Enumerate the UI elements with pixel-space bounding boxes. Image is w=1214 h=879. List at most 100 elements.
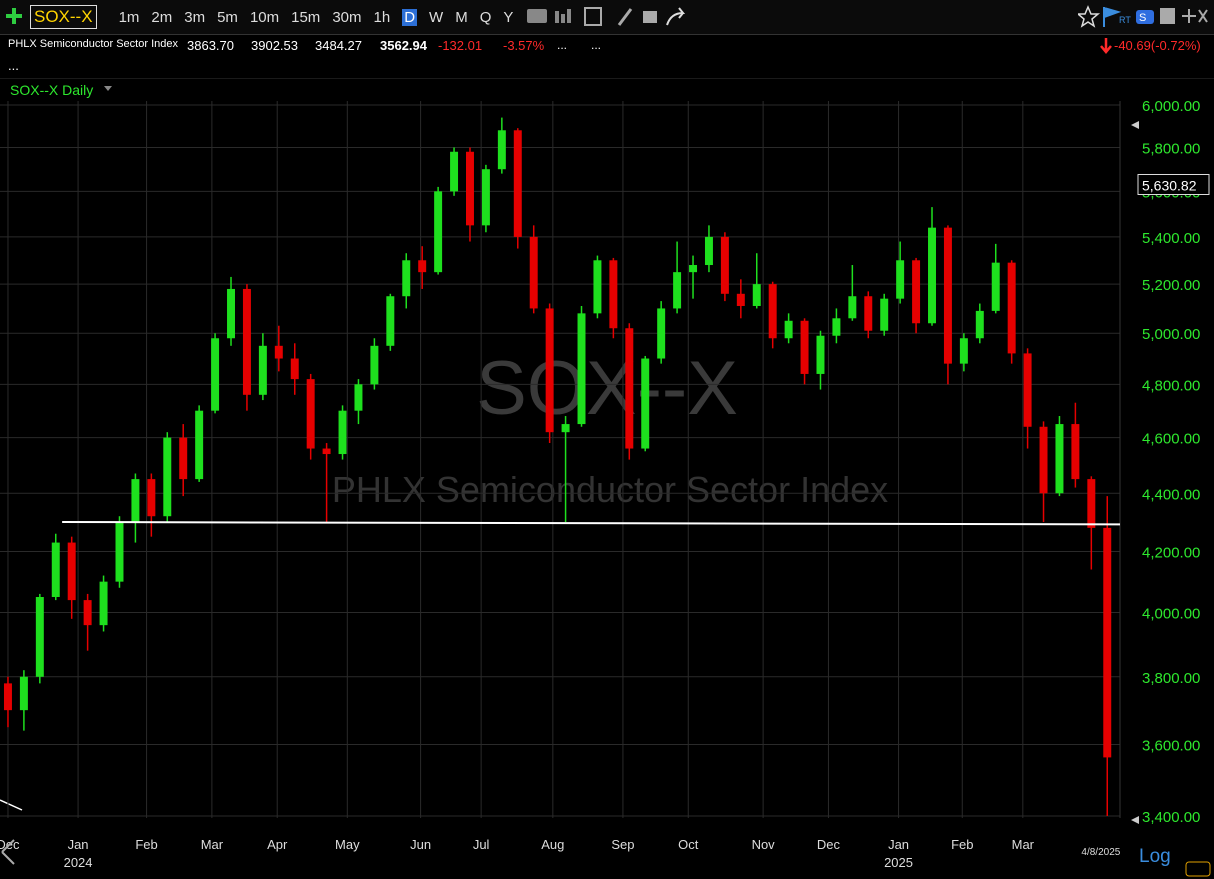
interval-button[interactable]: 30m — [332, 8, 362, 26]
toolbar: SOX--X 1m 2m 3m 5m 10m 15m 30m 1h D W M Q Y RT S — [0, 0, 1214, 35]
x-tick-label: Feb — [951, 837, 973, 852]
interval-button[interactable]: 10m — [249, 8, 280, 26]
x-tick-label: Jan — [888, 837, 909, 852]
intervals: 1m 2m 3m 5m 10m 15m 30m 1h D W M Q Y — [107, 8, 514, 26]
y-tick-label: 4,200.00 — [1142, 544, 1200, 561]
chart-title[interactable]: SOX--X Daily — [10, 82, 93, 98]
interval-button[interactable]: D — [402, 8, 418, 26]
interval-button[interactable]: Q — [479, 8, 492, 26]
last-date-label: 4/8/2025 — [1081, 847, 1120, 858]
quote-bar: PHLX Semiconductor Sector Index 3863.70 … — [0, 35, 1214, 57]
candle-body — [625, 328, 634, 449]
candle-body — [3, 683, 12, 711]
interval-button[interactable]: 1h — [373, 8, 391, 26]
scroll-left[interactable] — [1, 839, 15, 865]
x-tick-label: Nov — [752, 837, 776, 852]
candle-body — [673, 272, 682, 309]
candle-body — [545, 308, 554, 433]
candle-body — [880, 298, 889, 331]
year-label: 2024 — [64, 855, 93, 870]
candle-body — [704, 236, 713, 266]
candle-body — [864, 296, 873, 331]
x-tick-label: Feb — [135, 837, 157, 852]
candle-body — [338, 410, 347, 455]
x-tick-label: Jun — [410, 837, 431, 852]
interval-button[interactable]: Y — [503, 8, 514, 26]
candle-body — [912, 260, 921, 324]
interval-button[interactable]: W — [429, 8, 444, 26]
candle-body — [641, 358, 650, 449]
interval-button[interactable]: M — [455, 8, 468, 26]
candle-body — [657, 308, 666, 359]
symbol-box[interactable]: SOX--X — [30, 5, 97, 29]
price-pointer — [1131, 121, 1139, 129]
low: 3484.27 — [315, 38, 362, 53]
candle-body — [434, 191, 443, 273]
support-line — [62, 521, 1121, 526]
candle-body — [83, 600, 92, 626]
y-tick-label: 3,600.00 — [1142, 737, 1200, 754]
x-tick-label: Apr — [267, 837, 288, 852]
candle-body — [466, 151, 474, 226]
add-button[interactable] — [6, 8, 22, 24]
candle-body — [609, 260, 618, 329]
last: 3562.94 — [380, 38, 427, 53]
x-tick-label: Jul — [473, 837, 490, 852]
candle-body — [195, 410, 204, 480]
scale-toggle[interactable]: Log — [1139, 846, 1171, 867]
toolbar-icons — [527, 7, 686, 26]
candle-body — [513, 130, 522, 237]
candle-body — [832, 318, 841, 336]
candle-body — [290, 358, 299, 380]
candle-body — [386, 296, 395, 346]
candle-body — [67, 542, 76, 601]
candle-body — [211, 338, 220, 411]
more-menu[interactable]: ... — [8, 58, 19, 73]
candle-body — [529, 236, 538, 309]
candle-body — [227, 288, 235, 339]
change-pct: -3.57% — [503, 38, 545, 53]
interval-button[interactable]: 5m — [217, 8, 238, 26]
interval-button[interactable]: 15m — [291, 8, 321, 26]
candle-body — [975, 310, 984, 339]
right-icons: RT S — [1078, 5, 1208, 28]
candle-body — [1087, 479, 1096, 528]
scroll-button[interactable] — [1185, 861, 1211, 877]
candle-body — [497, 130, 506, 170]
candle-body — [752, 284, 761, 306]
candle-body — [1007, 262, 1016, 354]
candle-body — [402, 260, 411, 297]
price-marker-box — [1137, 173, 1210, 195]
candle-body — [481, 169, 490, 226]
y-tick-label: 4,400.00 — [1142, 486, 1200, 503]
candle-body — [800, 320, 809, 374]
candle-body — [242, 288, 251, 395]
watermark-subtitle: PHLX Semiconductor Sector Index — [332, 469, 888, 510]
interval-button[interactable]: 3m — [184, 8, 206, 26]
more: ... — [591, 38, 602, 52]
svg-text:S: S — [1139, 12, 1146, 24]
candle-body — [354, 384, 363, 411]
interval-button[interactable]: 1m — [118, 8, 140, 26]
candle-body — [274, 345, 283, 359]
after-hours-change: -40.69(-0.72%) — [1114, 38, 1201, 53]
candle-body — [577, 313, 586, 425]
candle-body — [51, 542, 60, 598]
candle-body — [370, 345, 379, 385]
candle-body — [179, 437, 188, 480]
candle-body — [1055, 424, 1064, 494]
interval-button[interactable]: 2m — [151, 8, 173, 26]
change: -132.01 — [438, 38, 483, 53]
y-tick-label: 4,800.00 — [1142, 377, 1200, 394]
x-tick-label: Aug — [541, 837, 564, 852]
title-dropdown[interactable] — [104, 86, 112, 91]
svg-text:RT: RT — [1119, 15, 1131, 25]
candle-body — [959, 338, 968, 364]
candle-body — [450, 151, 459, 192]
watermark: SOX--X — [476, 346, 738, 431]
candle-body — [720, 236, 729, 294]
candle-body — [816, 335, 825, 374]
candle-body — [418, 260, 427, 273]
candle-body — [1039, 426, 1048, 494]
